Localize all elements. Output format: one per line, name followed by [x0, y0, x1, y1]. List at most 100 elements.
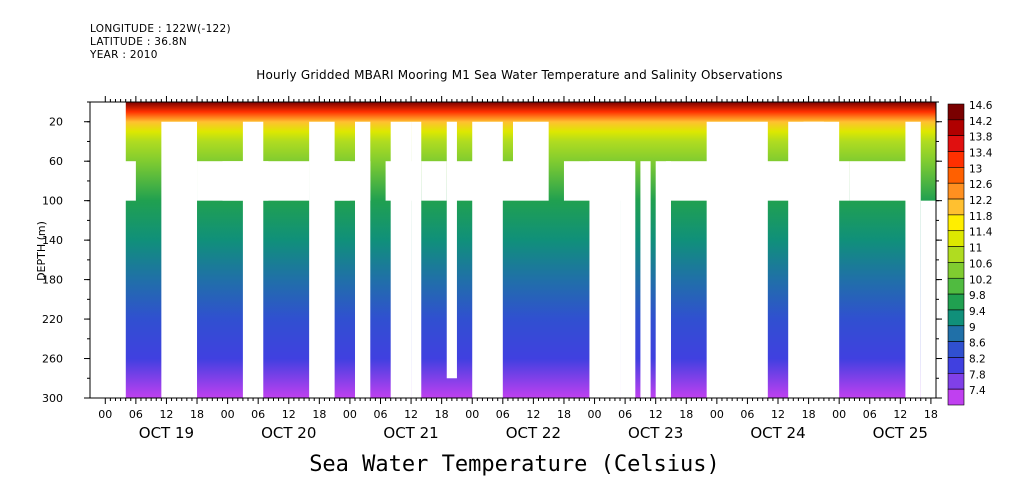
colorbar-swatch: [947, 293, 965, 311]
colorbar-label: 13: [969, 163, 982, 175]
data-gap: [309, 121, 335, 398]
data-gap: [920, 200, 936, 398]
colorbar-swatch: [947, 246, 965, 263]
colorbar-swatch: [947, 119, 965, 136]
x-tick-label: 18: [435, 408, 449, 421]
colorbar-label: 11: [969, 243, 982, 255]
x-tick-label: 12: [649, 408, 663, 421]
y-tick-label: 260: [42, 353, 63, 366]
data-gap: [161, 121, 198, 398]
x-tick-label: 00: [221, 408, 235, 421]
x-tick-label: 06: [251, 408, 265, 421]
x-tick-label: 18: [312, 408, 326, 421]
x-day-label: OCT 23: [628, 424, 683, 442]
x-tick-label: 06: [373, 408, 387, 421]
x-day-label: OCT 19: [139, 424, 194, 442]
data-gap: [655, 161, 671, 398]
longitude-label: LONGITUDE : 122W(-122): [90, 23, 231, 35]
y-tick-label: 100: [42, 195, 63, 208]
data-gap: [451, 161, 513, 201]
colorbar-label: 11.4: [969, 227, 993, 239]
x-day-label: OCT 24: [750, 424, 805, 442]
colorbar-label: 7.8: [969, 369, 986, 381]
x-tick-label: 18: [924, 408, 938, 421]
colorbar-label: 9.8: [969, 290, 986, 302]
x-day-label: OCT 21: [383, 424, 438, 442]
x-tick-label: 12: [404, 408, 418, 421]
x-day-label: OCT 25: [873, 424, 928, 442]
y-tick-label: 20: [49, 116, 63, 129]
data-gap: [706, 121, 768, 398]
colorbar-swatch: [947, 357, 965, 374]
x-tick-label: 12: [893, 408, 907, 421]
x-tick-label: 06: [740, 408, 754, 421]
x-tick-label: 06: [496, 408, 510, 421]
colorbar-label: 8.2: [969, 353, 986, 365]
x-tick-label: 18: [190, 408, 204, 421]
y-tick-label: 180: [42, 274, 63, 287]
colorbar-label: 13.4: [969, 148, 993, 160]
colorbar-label: 11.8: [969, 211, 992, 223]
data-gap: [411, 121, 422, 398]
data-gap: [446, 121, 457, 379]
x-tick-label: 00: [465, 408, 479, 421]
colorbar-swatch: [947, 373, 965, 390]
colorbar-label: 12.2: [969, 195, 992, 207]
data-gap: [788, 121, 824, 398]
data-gap: [589, 161, 621, 398]
colorbar-label: 10.2: [969, 274, 992, 286]
colorbar-swatch: [947, 198, 965, 216]
colorbar-label: 14.6: [969, 100, 993, 112]
colorbar-label: 10.6: [969, 258, 993, 270]
y-tick-label: 60: [49, 155, 63, 168]
chart-title: Hourly Gridded MBARI Mooring M1 Sea Wate…: [256, 68, 783, 82]
colorbar-swatch: [947, 214, 965, 232]
colorbar-swatch: [947, 151, 965, 168]
data-gap: [355, 121, 371, 398]
colorbar-swatch: [947, 325, 965, 342]
x-day-label: OCT 20: [261, 424, 316, 442]
colorbar-label: 13.8: [969, 132, 992, 144]
data-gap: [905, 121, 921, 398]
x-tick-label: 06: [863, 408, 877, 421]
colorbar-swatch: [947, 341, 965, 358]
x-tick-label: 06: [129, 408, 143, 421]
colorbar-title: Sea Water Temperature (Celsius): [309, 452, 720, 477]
y-tick-label: 220: [42, 313, 63, 326]
colorbar-swatch: [947, 309, 965, 327]
x-day-label: OCT 22: [506, 424, 561, 442]
x-tick-label: 00: [98, 408, 112, 421]
colorbar-label: 9.4: [969, 306, 986, 318]
colorbar-swatch: [947, 182, 965, 200]
x-tick-label: 06: [618, 408, 632, 421]
data-gap: [334, 161, 350, 201]
colorbar-swatch: [947, 262, 965, 279]
colorbar-swatch: [947, 135, 965, 152]
colorbar-swatch: [947, 230, 965, 247]
x-tick-label: 12: [159, 408, 173, 421]
x-tick-label: 12: [771, 408, 785, 421]
colorbar-swatch: [947, 388, 965, 406]
y-axis-label: DEPTH (m): [35, 221, 48, 281]
year-label: YEAR : 2010: [90, 49, 158, 61]
x-tick-label: 00: [343, 408, 357, 421]
x-tick-label: 12: [526, 408, 540, 421]
data-gap: [222, 161, 269, 201]
data-gap: [849, 161, 911, 201]
data-gap: [640, 161, 651, 398]
x-tick-label: 18: [557, 408, 571, 421]
data-gap: [390, 121, 412, 398]
data-gap: [513, 121, 549, 201]
data-gap: [421, 161, 447, 201]
colorbar-swatch: [947, 167, 965, 184]
x-tick-label: 00: [710, 408, 724, 421]
y-tick-label: 300: [42, 392, 63, 405]
y-tick-label: 140: [42, 234, 63, 247]
colorbar-swatch: [947, 277, 965, 295]
latitude-label: LATITUDE : 36.8N: [90, 36, 188, 48]
x-tick-label: 00: [832, 408, 846, 421]
x-tick-label: 18: [679, 408, 693, 421]
x-tick-label: 12: [282, 408, 296, 421]
colorbar-label: 12.6: [969, 179, 993, 191]
